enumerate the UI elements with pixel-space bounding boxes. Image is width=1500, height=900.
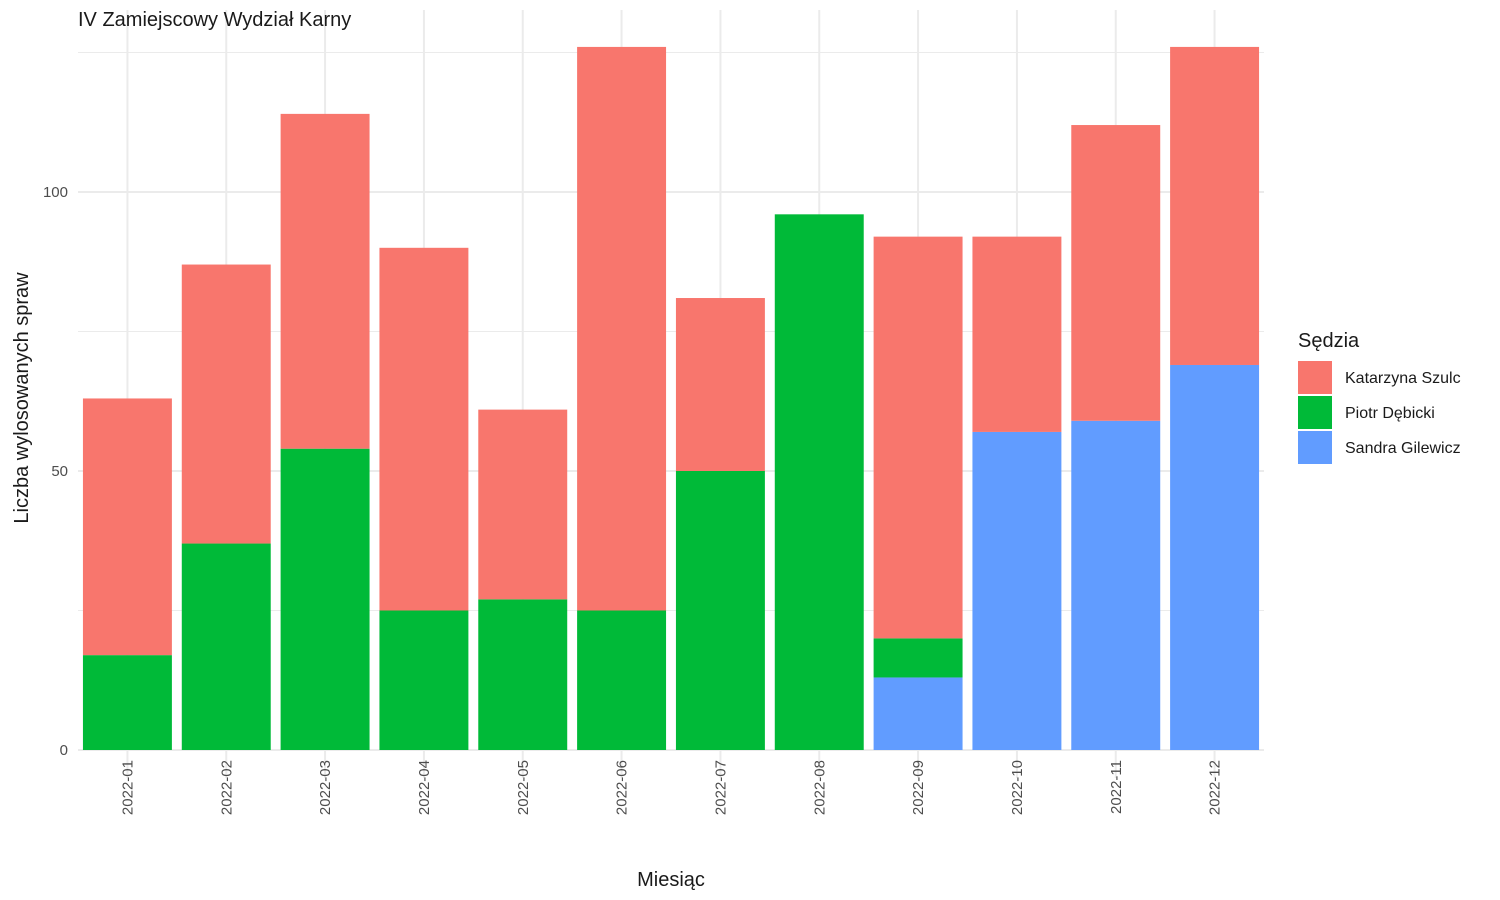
legend-label: Sandra Gilewicz [1345,440,1461,457]
x-tick-label: 2022-09 [910,760,927,815]
bar-segment-2022-09 [873,677,963,750]
x-tick-label: 2022-03 [317,760,334,815]
x-tick-label: 2022-08 [811,760,828,815]
bar-segment-2022-01 [82,655,172,750]
bars [82,46,1260,750]
x-tick-label: 2022-01 [119,760,136,815]
y-tick-label: 0 [60,742,68,759]
chart-title: IV Zamiejscowy Wydział Karny [78,9,351,31]
legend-swatch [1298,361,1332,394]
bar-segment-2022-11 [1071,420,1161,750]
x-tick-label: 2022-10 [1009,760,1026,815]
bar-segment-2022-05 [478,599,568,750]
bar-segment-2022-02 [181,543,271,750]
x-tick-label: 2022-06 [614,760,631,815]
x-tick-label: 2022-04 [416,760,433,815]
bar-segment-2022-04 [379,247,469,611]
bar-segment-2022-09 [873,638,963,678]
x-axis-ticks: 2022-01 2022-02 2022-03 2022-04 2022-05 2022-… [119,760,1223,815]
x-tick-label: 2022-02 [218,760,235,815]
legend: Sędzia Katarzyna Szulc Piotr Dębicki Sandr… [1298,330,1461,464]
bar-segment-2022-03 [280,448,370,750]
y-axis-ticks: 0 50 100 [43,184,68,759]
bar-segment-2022-06 [577,46,667,611]
bar-segment-2022-10 [972,236,1062,432]
legend-swatch [1298,396,1332,429]
bar-segment-2022-01 [82,398,172,656]
bar-segment-2022-10 [972,431,1062,750]
bar-segment-2022-02 [181,264,271,544]
bar-segment-2022-07 [675,471,765,750]
y-tick-label: 50 [51,463,68,480]
bar-segment-2022-05 [478,409,568,600]
x-tick-label: 2022-12 [1207,760,1224,815]
legend-swatch [1298,431,1332,464]
bar-segment-2022-08 [774,214,864,750]
y-tick-label: 100 [43,184,68,201]
legend-title: Sędzia [1298,330,1360,352]
bar-segment-2022-03 [280,113,370,449]
bar-segment-2022-09 [873,236,963,639]
bar-segment-2022-12 [1170,364,1260,750]
bar-segment-2022-04 [379,610,469,750]
x-tick-label: 2022-07 [712,760,729,815]
bar-segment-2022-12 [1170,46,1260,365]
bar-segment-2022-06 [577,610,667,750]
legend-label: Katarzyna Szulc [1345,370,1461,387]
legend-label: Piotr Dębicki [1345,405,1435,422]
bar-segment-2022-11 [1071,125,1161,421]
x-tick-label: 2022-05 [515,760,532,815]
x-axis-title: Miesiąc [637,869,705,891]
x-tick-label: 2022-11 [1108,760,1125,814]
bar-segment-2022-07 [675,298,765,471]
y-axis-title: Liczba wylosowanych spraw [11,272,33,524]
